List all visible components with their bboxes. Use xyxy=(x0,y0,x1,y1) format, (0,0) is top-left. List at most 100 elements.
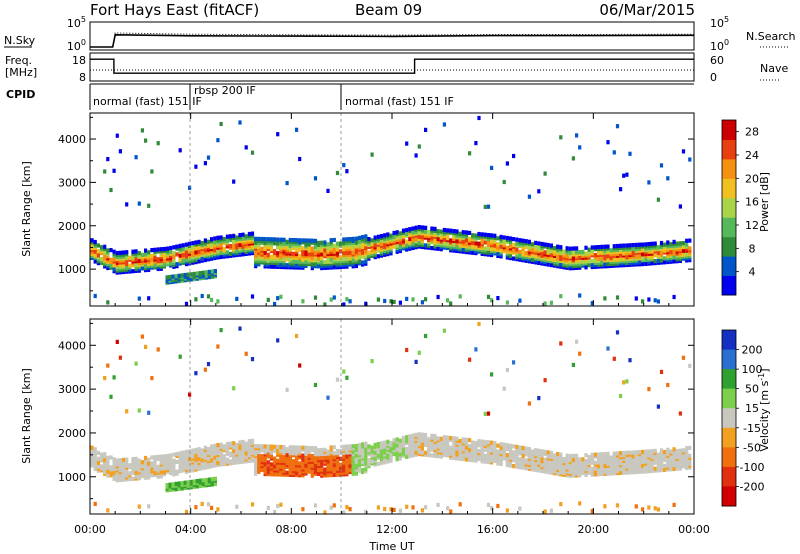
power-cell xyxy=(183,272,187,278)
power-colorbar-label: Power [dB] xyxy=(758,172,771,232)
velocity-cell xyxy=(615,330,620,335)
velocity-cell xyxy=(543,457,547,462)
velocity-cell xyxy=(232,452,236,458)
power-cell xyxy=(276,251,280,256)
velocity-cell xyxy=(109,465,113,470)
power-cell xyxy=(565,246,569,251)
power-cell xyxy=(650,261,654,266)
velocity-cell xyxy=(320,447,324,453)
power-cell xyxy=(370,242,374,247)
velocity-cell xyxy=(313,503,318,508)
power-cell xyxy=(276,296,280,301)
velocity-cell xyxy=(367,444,371,449)
velocity-cell xyxy=(659,466,664,471)
power-cell xyxy=(417,144,421,149)
velocity-cell xyxy=(603,463,607,469)
power-cell xyxy=(320,260,324,265)
velocity-cell xyxy=(405,347,409,353)
velocity-cell xyxy=(430,433,434,438)
power-cell xyxy=(389,233,393,238)
velocity-cell xyxy=(276,338,280,343)
velocity-cell xyxy=(250,502,255,507)
velocity-cell xyxy=(647,449,651,454)
power-cell xyxy=(99,245,104,250)
velocity-cell xyxy=(266,466,270,471)
cpid-panel: CPID normal (fast) 151 IF rbsp 200 IF no… xyxy=(6,83,694,110)
power-cell xyxy=(206,239,211,244)
power-cell xyxy=(232,179,236,184)
velocity-colorbar-frame xyxy=(721,329,737,507)
velocity-cell xyxy=(543,509,547,514)
velocity-cell xyxy=(474,347,478,352)
power-cell xyxy=(269,237,273,242)
velocity-colorbar-swatch xyxy=(722,369,736,390)
power-cell xyxy=(530,242,535,247)
power-cell xyxy=(408,236,412,242)
power-cell xyxy=(521,250,525,255)
power-cell xyxy=(219,121,223,127)
power-cell xyxy=(298,156,302,162)
power-cell xyxy=(543,171,547,176)
nsky-line xyxy=(90,33,695,48)
velocity-cell xyxy=(204,477,208,483)
power-cell xyxy=(505,300,509,305)
velocity-cell xyxy=(619,451,623,456)
velocity-cell xyxy=(641,507,645,512)
power-cell xyxy=(332,295,336,300)
velocity-cell xyxy=(490,446,494,451)
power-cell xyxy=(200,293,204,299)
power-cell xyxy=(181,247,185,252)
velocity-cell xyxy=(483,447,487,452)
power-cell xyxy=(210,269,214,274)
velocity-cell xyxy=(216,507,220,512)
power-cell xyxy=(549,257,553,262)
velocity-cell xyxy=(518,461,522,466)
power-cell xyxy=(609,248,613,253)
noise-series xyxy=(90,32,695,48)
power-cell xyxy=(279,262,283,268)
power-cell xyxy=(688,246,692,251)
power-cell xyxy=(103,169,107,174)
power-cell xyxy=(169,261,173,266)
power-cell xyxy=(219,243,223,248)
power-cell xyxy=(276,237,280,242)
power-cell xyxy=(398,245,402,250)
velocity-cell xyxy=(549,460,553,465)
power-cell xyxy=(480,238,484,243)
velocity-cell xyxy=(512,444,516,449)
power-cell xyxy=(606,244,610,249)
velocity-cell xyxy=(345,375,349,380)
power-cell xyxy=(354,236,358,241)
velocity-cell xyxy=(600,464,604,469)
power-cell xyxy=(198,271,202,276)
power-cell xyxy=(128,255,132,260)
velocity-cell xyxy=(106,455,110,460)
nsearch-line xyxy=(90,32,695,48)
velocity-cell xyxy=(153,455,157,460)
power-cell xyxy=(681,241,686,246)
velocity-cell xyxy=(162,454,167,459)
power-colorbar-swatch xyxy=(722,275,736,296)
velocity-cell xyxy=(348,458,352,463)
velocity-cell xyxy=(357,458,362,464)
time-tick-label: 16:00 xyxy=(477,523,509,536)
velocity-colorbar-tick-label: 50 xyxy=(745,383,759,396)
velocity-cell xyxy=(342,510,346,515)
velocity-cell xyxy=(414,359,418,364)
velocity-cell xyxy=(656,466,660,471)
velocity-cell xyxy=(238,440,242,445)
power-cell xyxy=(401,228,406,233)
velocity-cell xyxy=(571,453,575,458)
velocity-cell xyxy=(273,456,277,461)
velocity-cell xyxy=(524,458,528,463)
velocity-cell xyxy=(427,437,431,442)
velocity-cell xyxy=(298,461,302,466)
power-cell xyxy=(357,259,362,264)
power-cell xyxy=(169,245,173,251)
power-cell xyxy=(502,239,506,244)
velocity-cell xyxy=(263,444,267,449)
power-cell xyxy=(332,243,336,248)
power-cell xyxy=(590,259,594,264)
power-cell xyxy=(424,127,428,132)
power-cell xyxy=(581,259,585,264)
